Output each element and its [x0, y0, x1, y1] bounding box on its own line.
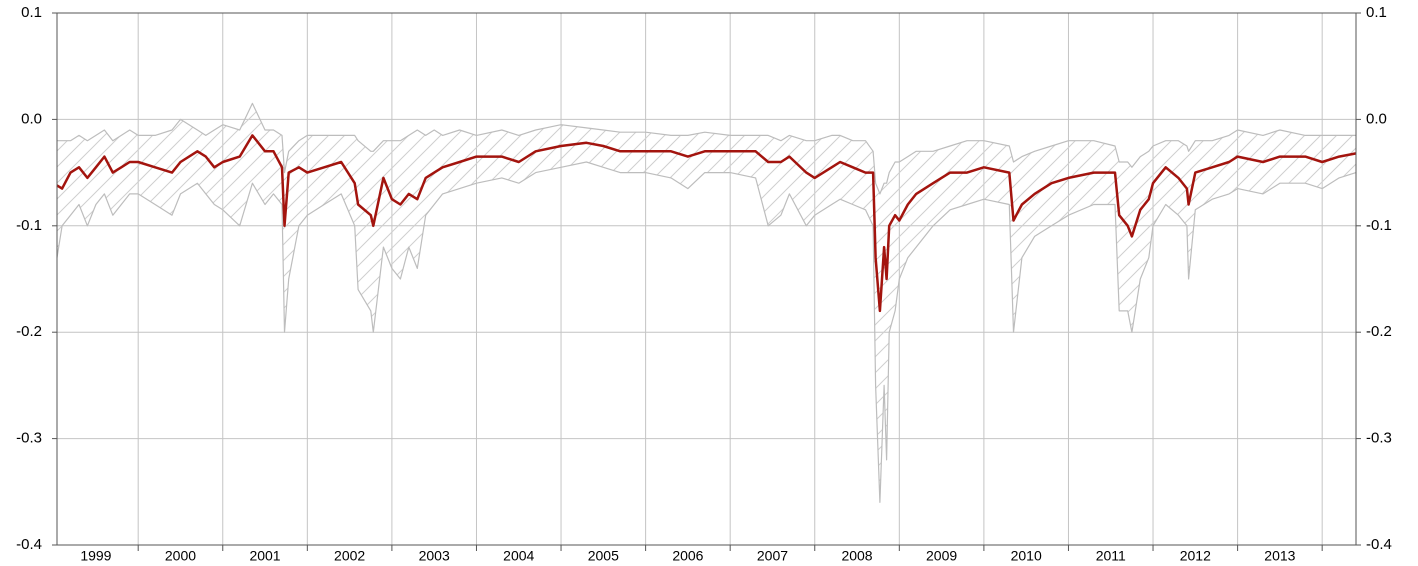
plot-frame	[56, 12, 1357, 546]
series-line	[56, 134, 1357, 313]
y2-tick-label: -0.3	[1366, 430, 1392, 447]
x-tick-label: 2001	[249, 548, 280, 564]
y2-tick-label: -0.2	[1366, 323, 1392, 340]
series-line	[57, 102, 1356, 195]
x-tick-label: 2012	[1180, 548, 1211, 564]
x-tick-label: 2010	[1011, 548, 1042, 564]
band	[57, 103, 1356, 503]
x-tick-label: 2006	[672, 548, 703, 564]
x-tick-label: 2002	[334, 548, 365, 564]
x-tick-label: 2003	[419, 548, 450, 564]
x-tick-label: 2000	[165, 548, 196, 564]
y2-tick-label: 0.1	[1366, 4, 1387, 21]
y-tick-label: 0.1	[21, 4, 42, 21]
y2-tick-label: 0.0	[1366, 110, 1387, 127]
y2-tick-label: -0.1	[1366, 217, 1392, 234]
y-tick-label: -0.1	[16, 217, 42, 234]
series-line	[56, 161, 1357, 503]
y2-tick-label: -0.4	[1366, 536, 1392, 553]
x-tick-label: 2004	[503, 548, 534, 564]
x-tick-label: 1999	[80, 548, 111, 564]
x-tick-label: 2013	[1264, 548, 1295, 564]
x-tick-label: 2007	[757, 548, 788, 564]
y-tick-label: -0.4	[16, 536, 42, 553]
x-tick-label: 2009	[926, 548, 957, 564]
x-tick-label: 2008	[841, 548, 872, 564]
y-tick-label: 0.0	[21, 110, 42, 127]
y-tick-label: -0.3	[16, 430, 42, 447]
x-tick-label: 2011	[1096, 548, 1126, 564]
x-tick-label: 2005	[588, 548, 619, 564]
y-tick-label: -0.2	[16, 323, 42, 340]
